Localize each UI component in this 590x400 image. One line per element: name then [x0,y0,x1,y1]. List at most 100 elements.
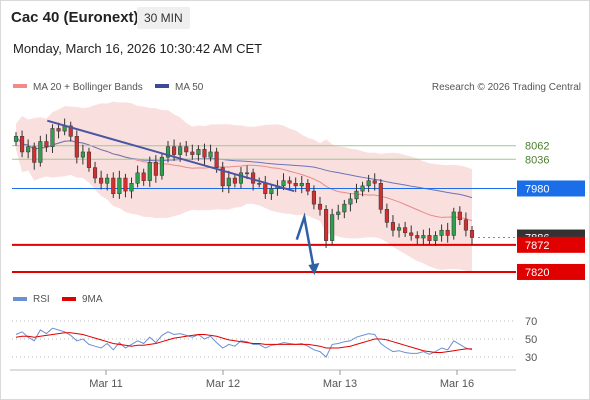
candle-body [469,229,475,238]
candle-body [111,177,116,194]
candle-body [123,177,128,192]
ma9-legend-label: 9MA [82,294,103,305]
x-tick-label: Mar 11 [89,378,122,390]
candle-body [305,183,310,192]
candle-body [135,172,140,184]
candle-body [190,151,195,155]
candle-body [26,146,31,153]
support-badge-7820 [517,263,585,280]
candle-body [244,172,250,175]
candle-body [226,177,231,187]
ma9-legend-swatch [62,297,76,301]
ma50-legend-swatch [155,84,169,88]
candle-body [196,149,201,155]
candle-body [220,167,225,187]
candle-body [433,235,438,241]
candle-body [178,146,183,155]
candle-body [354,190,359,200]
instrument-title: Cac 40 (Euronext) [11,9,139,26]
candle-body [202,149,207,158]
support-label-7820: 7820 [525,267,549,279]
candle-body [208,151,213,158]
candle-body [342,203,347,213]
candle-body [50,128,55,147]
rsi-tick-50: 50 [525,334,537,346]
forecast-arrowhead [308,262,320,275]
candle-body [86,151,92,168]
candle-body [238,172,244,184]
candle-body [165,146,171,158]
candle-body [68,125,73,137]
candle-body [13,136,19,142]
candle-body [366,180,371,187]
candle-body [299,183,304,187]
ma20-legend-swatch [13,84,27,88]
rsi-line [15,327,473,358]
candle-body [172,146,177,155]
candle-body [384,209,389,223]
candle-body [372,180,377,184]
candle-body [32,146,37,163]
candle-body [184,146,189,153]
forecast-arrow [295,212,316,273]
copyright: Research © 2026 Trading Central [432,82,581,93]
candle-body [378,183,383,210]
candle-body [147,162,152,181]
x-tick-label: Mar 13 [323,378,357,390]
candle-body [348,198,353,205]
candle-body [269,188,274,194]
ma50-legend-label: MA 50 [175,82,204,93]
candle-body [360,185,365,192]
support-label-7872: 7872 [525,240,549,252]
rsi-legend-label: RSI [33,294,50,305]
candle-body [38,141,43,163]
candle-body [463,219,468,231]
datetime-label: Monday, March 16, 2026 10:30:42 AM CET [13,41,263,56]
candle-body [421,235,426,239]
candle-body [159,156,164,176]
candle-body [396,227,402,231]
resistance-label-8062: 8062 [525,141,549,153]
rsi-tick-30: 30 [525,352,537,364]
candle-body [99,177,104,184]
trendline [47,119,295,193]
pivot-badge [517,180,585,197]
candle-body [44,141,49,147]
candle-body [257,183,262,185]
candle-body [445,229,450,236]
rsi-ma9-line [15,332,472,353]
candle-body [80,151,85,158]
candle-body [232,177,237,184]
candle-body [281,180,286,187]
candle-body [311,190,316,205]
rsi-legend-swatch [13,297,27,301]
candle-body [129,183,134,192]
rsi-tick-70: 70 [525,316,537,328]
resistance-label-8036: 8036 [525,154,549,166]
candle-body [56,128,61,132]
candle-body [153,162,158,176]
candle-body [117,177,122,194]
candle-body [451,211,456,236]
timeframe-badge[interactable]: 30 MIN [137,7,190,29]
candle-body [214,151,219,168]
x-tick-label: Mar 16 [440,378,474,390]
candle-body [403,227,408,234]
candle-body [74,136,79,158]
candle-body [287,180,292,184]
candle-body [330,214,335,241]
candle-body [263,183,268,194]
candle-body [20,136,25,153]
candle-body [457,211,462,221]
candle-body [427,235,432,241]
candle-body [439,229,444,236]
candle-body [324,209,329,241]
ma20-legend-label: MA 20 + Bollinger Bands [33,82,143,93]
candle-body [390,222,396,231]
candle-body [336,211,341,215]
candle-body [415,235,420,239]
support-badge-7872 [517,236,585,253]
candle-body [293,183,298,187]
x-tick-label: Mar 12 [206,378,240,390]
